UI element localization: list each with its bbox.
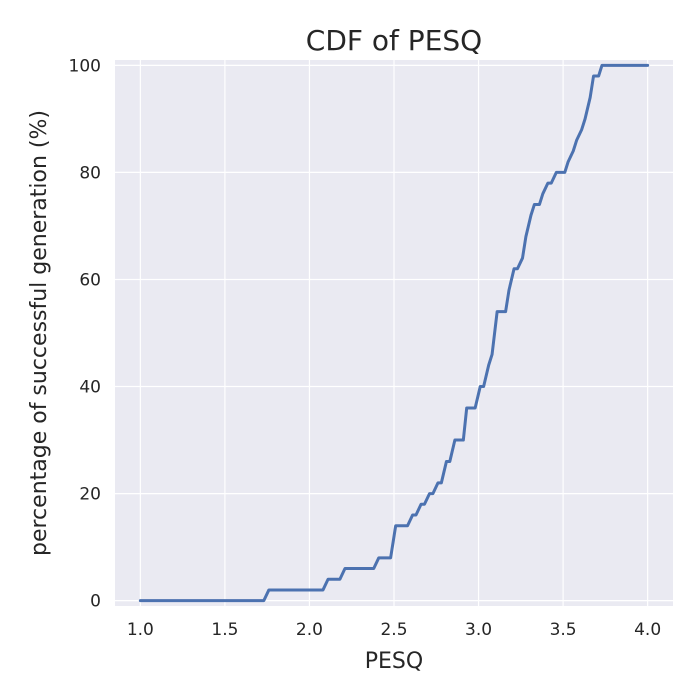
y-tick-labels: 0 20 40 60 80 100 (69, 56, 101, 611)
x-tick-label: 4.0 (634, 620, 661, 640)
x-tick-label: 2.5 (380, 620, 407, 640)
y-tick-label: 40 (79, 378, 101, 398)
y-tick-label: 0 (90, 592, 101, 612)
y-tick-label: 80 (79, 163, 101, 183)
x-tick-labels: 1.0 1.5 2.0 2.5 3.0 3.5 4.0 (127, 620, 661, 640)
chart-title: CDF of PESQ (306, 24, 482, 57)
y-tick-label: 60 (79, 270, 101, 290)
x-tick-label: 1.5 (211, 620, 238, 640)
x-tick-label: 3.5 (550, 620, 577, 640)
y-tick-label: 100 (69, 56, 101, 76)
y-axis-title: percentage of successful generation (%) (27, 110, 52, 556)
y-tick-label: 20 (79, 485, 101, 505)
x-axis-title: PESQ (365, 649, 423, 674)
x-tick-label: 1.0 (127, 620, 154, 640)
x-tick-label: 2.0 (296, 620, 323, 640)
x-tick-label: 3.0 (465, 620, 492, 640)
cdf-series-line (138, 63, 650, 603)
